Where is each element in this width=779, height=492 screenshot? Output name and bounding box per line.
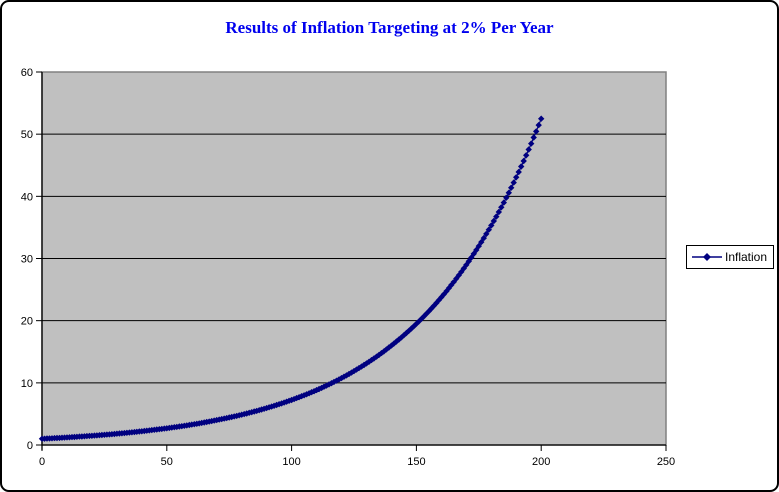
x-tick-label-250: 250 bbox=[657, 456, 675, 468]
legend: Inflation bbox=[686, 245, 774, 269]
x-tick-label-100: 100 bbox=[282, 456, 300, 468]
y-tick-label-50: 50 bbox=[21, 129, 33, 141]
x-tick-label-0: 0 bbox=[39, 456, 45, 468]
chart-title: Results of Inflation Targeting at 2% Per… bbox=[225, 18, 554, 37]
legend-line-diamond-icon bbox=[692, 253, 722, 261]
y-tick-label-60: 60 bbox=[21, 67, 33, 79]
x-tick-label-50: 50 bbox=[161, 456, 173, 468]
y-tick-label-0: 0 bbox=[27, 440, 33, 452]
x-tick-label-200: 200 bbox=[532, 456, 550, 468]
y-tick-label-20: 20 bbox=[21, 316, 33, 328]
y-tick-label-40: 40 bbox=[21, 191, 33, 203]
y-tick-label-10: 10 bbox=[21, 378, 33, 390]
legend-label: Inflation bbox=[725, 250, 768, 264]
y-tick-label-30: 30 bbox=[21, 254, 33, 266]
x-tick-label-150: 150 bbox=[407, 456, 425, 468]
